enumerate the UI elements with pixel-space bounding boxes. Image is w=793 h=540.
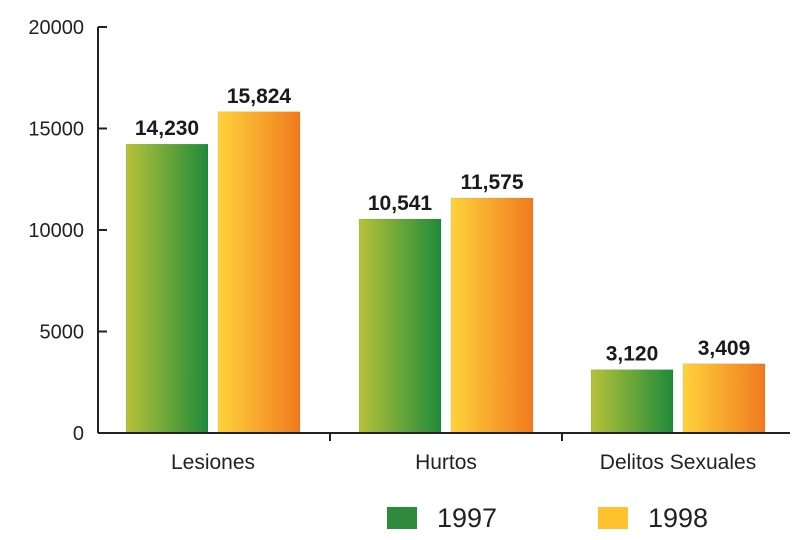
y-tick-label-10000: 10000 — [28, 220, 84, 242]
legend-swatch-1997 — [387, 507, 417, 529]
bar-hurtos-1997 — [358, 218, 442, 434]
data-label-delitos-sexuales-1998: 3,409 — [698, 337, 751, 360]
bar-delitos-sexuales-1998 — [682, 363, 766, 434]
category-label-delitos-sexuales: Delitos Sexuales — [600, 451, 756, 474]
bars-layer — [125, 111, 766, 434]
data-label-hurtos-1997: 10,541 — [368, 192, 433, 215]
category-label-hurtos: Hurtos — [415, 451, 477, 474]
y-tick-label-20000: 20000 — [28, 17, 84, 39]
data-label-delitos-sexuales-1997: 3,120 — [606, 343, 659, 366]
data-label-lesiones-1998: 15,824 — [227, 85, 292, 108]
bar-delitos-sexuales-1997 — [590, 369, 674, 434]
data-label-lesiones-1997: 14,230 — [135, 117, 199, 140]
legend-swatch-1998 — [598, 507, 628, 529]
bar-lesiones-1998 — [217, 111, 301, 434]
category-label-lesiones: Lesiones — [171, 451, 255, 474]
axes-layer — [97, 26, 790, 441]
legend: 1997 1998 — [387, 503, 708, 533]
bar-lesiones-1997 — [125, 143, 209, 434]
legend-label-1997: 1997 — [437, 503, 497, 533]
bar-hurtos-1998 — [450, 197, 534, 434]
y-tick-label-0: 0 — [73, 423, 84, 445]
y-tick-label-5000: 5000 — [40, 322, 85, 344]
labels-layer: 14,230 15,824 Lesiones 10,541 11,575 Hurtos 3,… — [28, 17, 756, 474]
legend-label-1998: 1998 — [648, 503, 708, 533]
y-tick-label-15000: 15000 — [28, 119, 84, 141]
data-label-hurtos-1998: 11,575 — [460, 171, 523, 194]
